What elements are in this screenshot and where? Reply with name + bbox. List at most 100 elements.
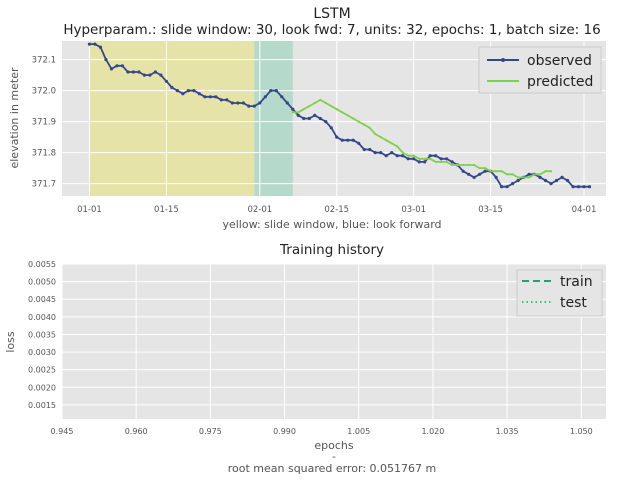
y-tick-label: 0.0025 (28, 366, 56, 375)
observed-point (175, 89, 179, 93)
x-tick-label: 02-15 (324, 205, 349, 215)
observed-point (472, 175, 476, 179)
y-tick-label: 0.0035 (28, 330, 56, 339)
observed-point (390, 151, 394, 155)
predicted-point (473, 163, 476, 167)
predicted-point (297, 111, 300, 114)
predicted-point (484, 167, 487, 170)
x-axis-label: epochs (314, 439, 353, 452)
observed-point (406, 157, 410, 161)
x-tick-label: 0.960 (125, 427, 148, 436)
observed-point (357, 141, 361, 145)
y-tick-label: 0.0045 (28, 295, 56, 304)
legend-observed-marker (501, 58, 505, 62)
plot-area (62, 264, 606, 419)
observed-point (510, 182, 515, 186)
observed-point (170, 85, 174, 90)
y-tick-labels: 0.0055 0.0050 0.0045 0.0040 0.0035 0.0030 0.00… (28, 260, 56, 410)
predicted-point (363, 123, 366, 126)
observed-point (434, 154, 438, 158)
x-tick-label: 01-15 (154, 205, 179, 215)
observed-point (461, 169, 465, 173)
predicted-point (495, 170, 498, 173)
observed-point (104, 58, 108, 62)
y-axis-label: loss (4, 331, 17, 353)
predicted-point (489, 170, 492, 173)
x-axis-label: yellow: slide window, blue: look forward (222, 218, 441, 231)
observed-point (269, 89, 273, 93)
x-tick-label: 0.945 (51, 427, 74, 436)
observed-point (148, 73, 152, 77)
observed-point (478, 172, 482, 176)
chart-title: LSTM (313, 6, 350, 22)
y-tick-label: 0.0020 (28, 383, 56, 392)
predicted-point (308, 105, 311, 108)
highlight-spans (89, 41, 293, 196)
observed-point (307, 116, 311, 121)
observed-point (329, 126, 333, 130)
predicted-point (352, 117, 355, 120)
predicted-point (456, 163, 459, 167)
x-tick-labels: 01-01 01-15 02-01 02-15 03-01 03-15 04-01 (77, 205, 596, 215)
legend: train test (516, 269, 603, 317)
observed-point (241, 101, 245, 105)
predicted-point (429, 157, 432, 160)
observed-point (302, 116, 306, 121)
x-tick-label: 04-01 (572, 205, 597, 215)
observed-point (313, 113, 317, 117)
observed-point (181, 92, 185, 96)
predicted-point (341, 111, 344, 114)
observed-point (362, 147, 366, 152)
y-tick-label: 0.0050 (28, 278, 56, 287)
observed-point (423, 160, 427, 164)
observed-point (340, 138, 344, 142)
predicted-point (511, 173, 514, 176)
predicted-point (505, 173, 509, 176)
x-tick-label: 02-01 (247, 205, 272, 215)
observed-point (109, 67, 114, 71)
observed-point (203, 95, 207, 99)
observed-point (142, 73, 147, 77)
observed-point (291, 107, 295, 111)
x-tick-label: 03-15 (478, 205, 503, 215)
legend: observed predicted (478, 46, 602, 94)
predicted-point (522, 176, 525, 179)
observed-point (208, 95, 212, 99)
chart-title: Training history (279, 242, 384, 258)
observed-point (516, 178, 520, 183)
observed-point (197, 92, 201, 96)
observed-point (445, 157, 449, 161)
y-tick-label: 371.8 (32, 149, 56, 159)
observed-point (499, 185, 504, 189)
grid-lines (61, 263, 606, 419)
x-tick-label: 1.005 (347, 427, 370, 436)
observed-point (296, 113, 300, 117)
observed-point (159, 73, 163, 77)
observed-point (192, 89, 196, 93)
x-tick-label: 0.975 (199, 427, 222, 436)
legend-test-label: test (560, 295, 587, 311)
observed-point (346, 138, 350, 142)
legend-box (516, 269, 603, 317)
observed-point (412, 157, 416, 161)
observed-point (324, 120, 328, 124)
legend-box (478, 46, 602, 94)
y-tick-label: 372.1 (32, 56, 56, 66)
predicted-point (544, 170, 547, 173)
observed-point (538, 175, 542, 179)
observed-point (225, 98, 229, 102)
lstm-chart: LSTM Hyperparam.: slide window: 30, look… (8, 6, 606, 231)
observed-point (395, 154, 399, 158)
observed-point (153, 70, 158, 74)
predicted-point (385, 139, 388, 142)
observed-point (274, 89, 278, 93)
observed-point (467, 172, 471, 176)
y-tick-label: 372.0 (32, 87, 56, 97)
x-tick-label: 1.035 (496, 427, 519, 436)
predicted-point (335, 108, 338, 111)
observed-point (379, 151, 383, 155)
observed-point (450, 160, 454, 164)
y-tick-label: 371.7 (32, 180, 56, 190)
observed-point (263, 95, 267, 99)
